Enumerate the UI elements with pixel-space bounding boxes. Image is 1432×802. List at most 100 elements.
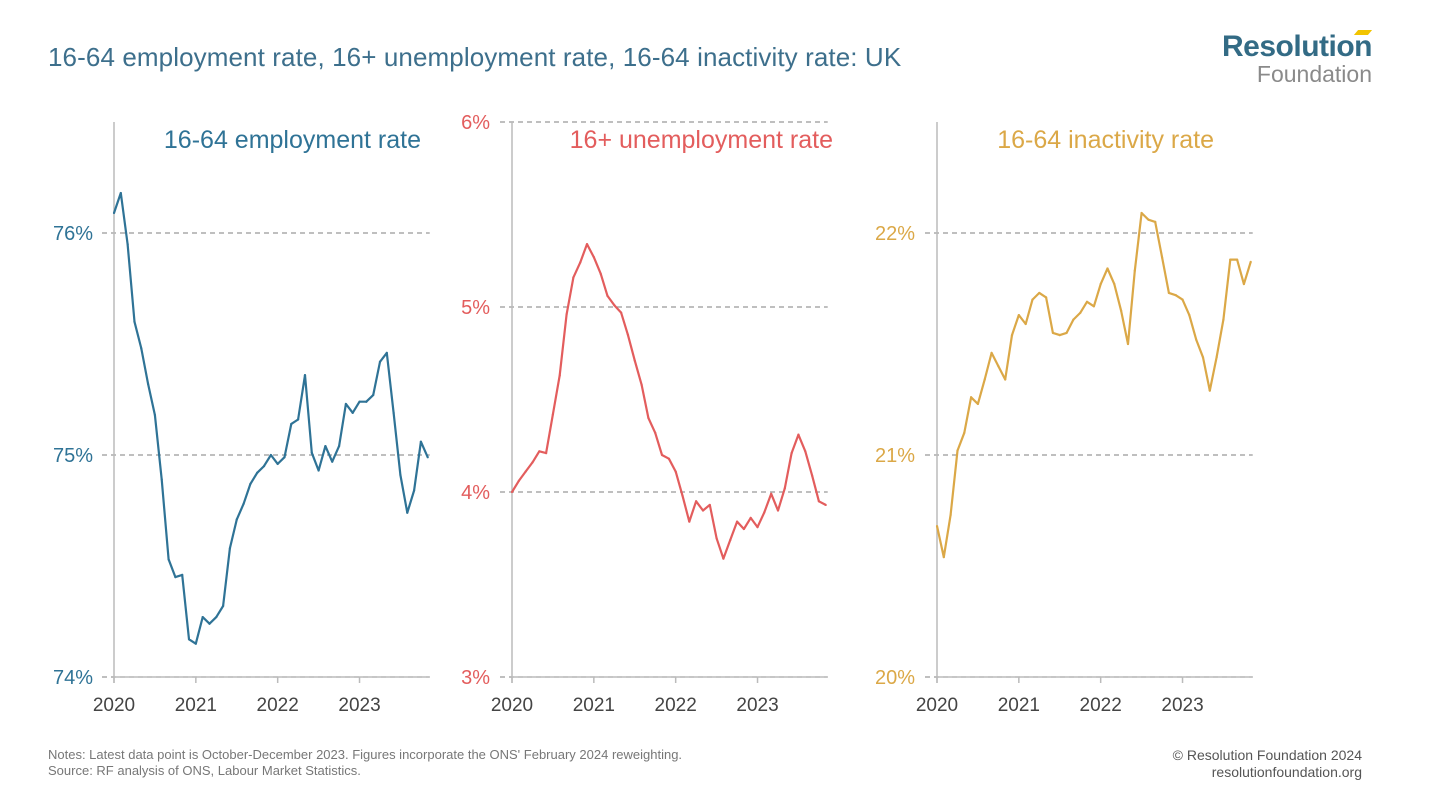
- data-point: [1024, 322, 1027, 326]
- y-tick-label: 75%: [53, 445, 93, 467]
- data-point: [269, 453, 272, 457]
- data-point: [1106, 267, 1109, 270]
- data-point: [660, 453, 664, 457]
- data-point: [351, 411, 354, 414]
- data-point: [1208, 389, 1211, 392]
- copyright-block: © Resolution Foundation 2024 resolutionf…: [1173, 747, 1362, 781]
- series-line-inactivity: [935, 211, 1252, 559]
- data-point: [1147, 218, 1150, 221]
- x-tick-label: 2020: [916, 695, 958, 716]
- data-point: [153, 413, 157, 417]
- data-point: [174, 576, 177, 579]
- data-point: [1167, 291, 1170, 295]
- data-point: [1038, 291, 1041, 295]
- data-point: [633, 359, 636, 362]
- data-point: [181, 573, 184, 576]
- data-point: [545, 452, 548, 455]
- data-point: [510, 490, 514, 494]
- data-point: [1004, 378, 1007, 381]
- x-tick-label: 2021: [175, 695, 217, 716]
- x-tick-label: 2020: [491, 695, 533, 716]
- data-point: [708, 503, 711, 507]
- data-point: [1065, 331, 1068, 334]
- notes-text: Notes: Latest data point is October-Dece…: [48, 747, 683, 762]
- data-point: [126, 243, 129, 246]
- data-point: [228, 547, 232, 550]
- y-tick-label: 4%: [461, 482, 490, 504]
- data-point: [249, 482, 252, 485]
- data-point: [378, 360, 382, 363]
- chart-title: 16-64 employment rate, 16+ unemployment …: [48, 42, 902, 72]
- data-point: [317, 469, 320, 472]
- data-point: [749, 516, 752, 520]
- data-point: [956, 449, 959, 452]
- data-point: [688, 520, 691, 523]
- data-point: [970, 396, 973, 399]
- data-point: [290, 422, 293, 426]
- data-point: [667, 457, 670, 460]
- x-tick-label: 2021: [573, 695, 615, 716]
- data-point: [1031, 298, 1034, 301]
- data-point: [1017, 314, 1020, 317]
- website-link[interactable]: resolutionfoundation.org: [1211, 764, 1362, 780]
- data-point: [344, 402, 347, 406]
- data-point: [599, 272, 602, 275]
- data-point: [565, 313, 568, 316]
- data-point: [140, 347, 143, 350]
- data-point: [763, 511, 766, 514]
- data-point: [1242, 282, 1245, 286]
- data-point: [1133, 269, 1136, 272]
- data-point: [1235, 258, 1239, 261]
- data-point: [399, 473, 402, 477]
- copyright-text: © Resolution Foundation 2024: [1172, 747, 1362, 763]
- data-point: [1045, 296, 1048, 299]
- data-point: [297, 418, 300, 421]
- panel-inactivity: 20% 21% 22% 2020 2021 2022 2023 16-64 inactivit…: [875, 122, 1253, 716]
- data-point: [942, 556, 945, 559]
- data-point: [283, 456, 286, 459]
- x-tick-label: 2022: [655, 695, 697, 716]
- data-point: [715, 537, 718, 540]
- data-point: [1079, 311, 1082, 315]
- data-point: [620, 311, 623, 314]
- data-point: [592, 255, 595, 259]
- data-point: [1195, 338, 1198, 341]
- y-tick-label: 3%: [461, 667, 490, 689]
- data-point: [1215, 356, 1218, 359]
- data-point: [585, 243, 589, 246]
- data-point: [1113, 282, 1116, 286]
- data-point: [1010, 334, 1014, 337]
- data-point: [640, 383, 643, 386]
- data-point: [517, 479, 520, 482]
- data-point: [1120, 309, 1123, 312]
- data-point: [963, 431, 966, 434]
- data-point: [790, 452, 793, 455]
- data-point: [797, 433, 800, 436]
- data-point: [1058, 334, 1061, 337]
- data-point: [242, 502, 245, 505]
- data-point: [194, 642, 197, 645]
- data-point: [654, 431, 657, 434]
- data-point: [1249, 260, 1252, 263]
- data-point: [531, 461, 534, 464]
- logo-line2: Foundation: [1256, 61, 1372, 87]
- y-tick-label: 21%: [875, 445, 915, 467]
- data-point: [626, 333, 630, 336]
- data-point: [1126, 342, 1130, 346]
- x-tick-label: 2023: [736, 695, 778, 716]
- data-point: [935, 524, 939, 528]
- data-point: [606, 294, 609, 297]
- data-point: [701, 509, 705, 512]
- data-point: [1072, 318, 1075, 321]
- data-point: [804, 450, 807, 453]
- data-point: [1181, 298, 1184, 301]
- data-point: [1201, 356, 1205, 359]
- data-point: [1154, 220, 1157, 223]
- data-point: [276, 462, 279, 465]
- y-tick-label: 76%: [53, 223, 93, 245]
- data-point: [647, 416, 650, 420]
- data-point: [783, 487, 786, 490]
- data-point: [412, 489, 416, 492]
- data-point: [579, 261, 582, 264]
- panel-employment: 74% 75% 76% 2020 2021 2022 2023 16-64 employmen…: [53, 122, 430, 716]
